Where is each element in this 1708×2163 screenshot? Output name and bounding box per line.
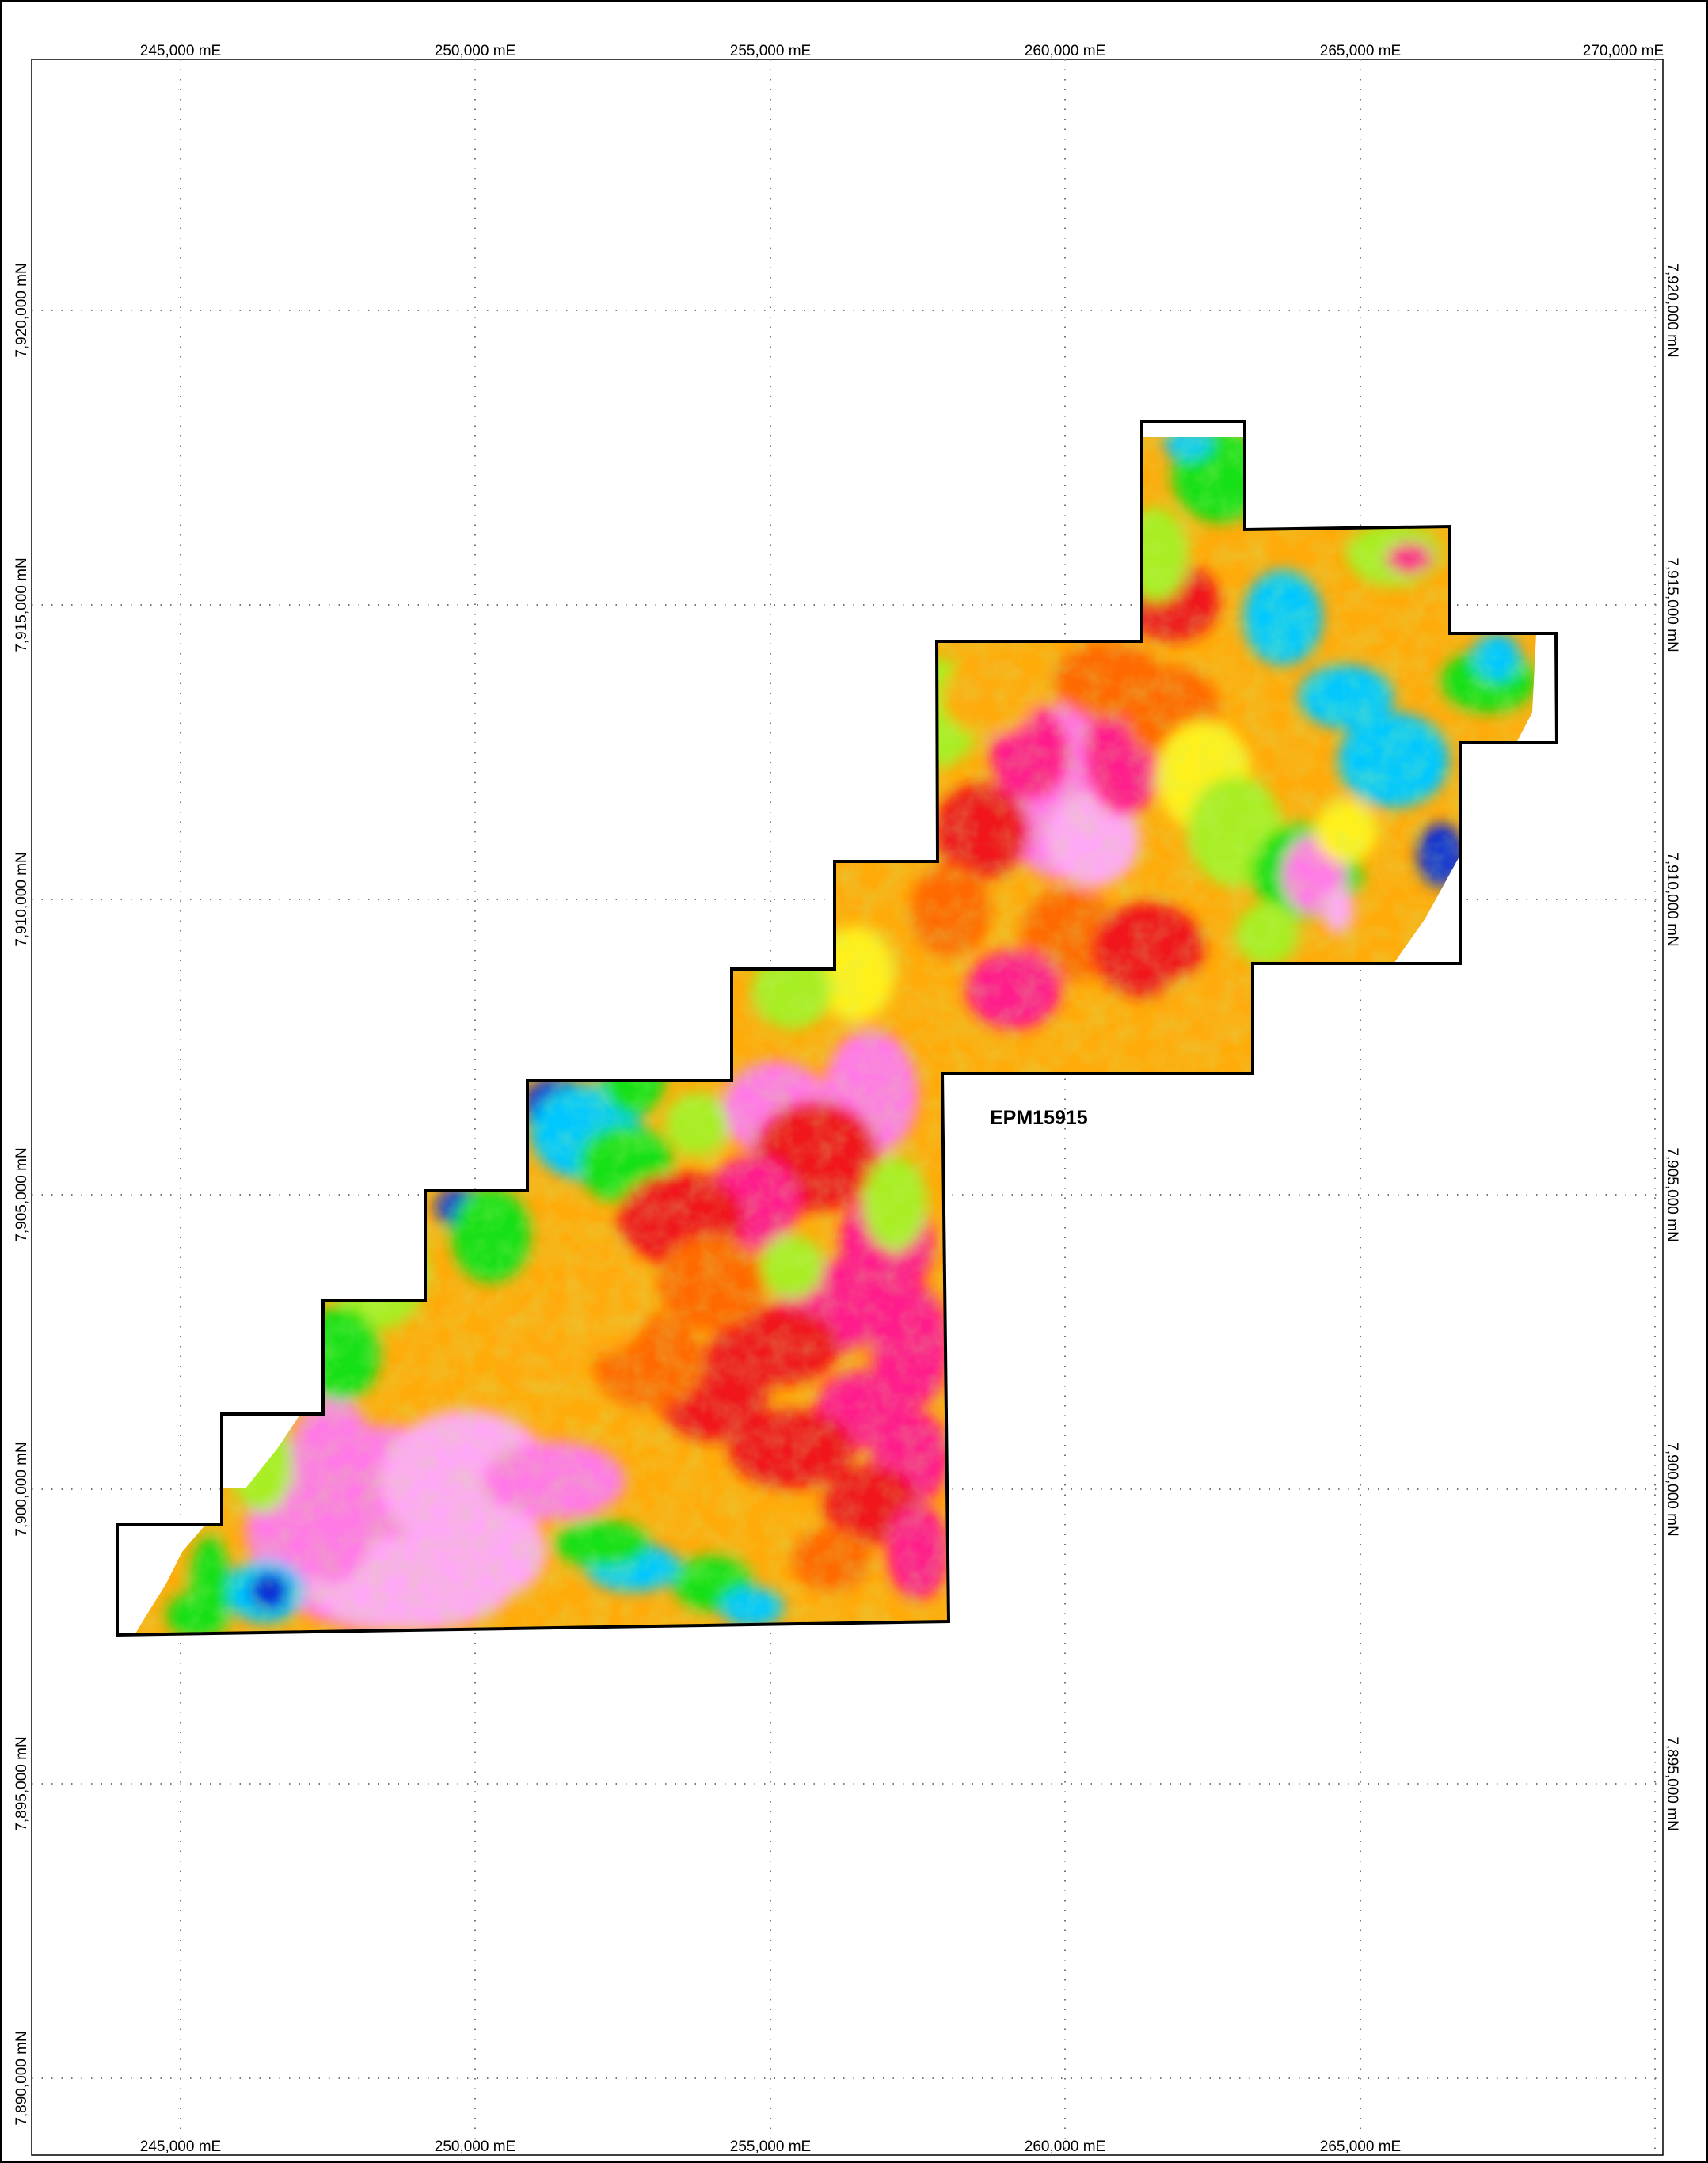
easting-label: 245,000 mE [140,43,221,59]
tenement-label: EPM15915 [990,1107,1088,1129]
northing-labels-right: 7,920,000 mN 7,915,000 mN 7,910,000 mN 7,90… [1664,263,1680,1830]
no-data-sw2 [222,1413,301,1488]
no-data-n [1142,421,1245,437]
northing-label: 7,895,000 mN [1664,1736,1680,1830]
easting-label: 255,000 mE [730,43,811,59]
northing-label: 7,900,000 mN [1664,1442,1680,1536]
easting-label: 265,000 mE [1320,43,1401,59]
northing-label: 7,915,000 mN [13,557,30,652]
easting-label: 260,000 mE [1025,43,1105,59]
no-data-sw [117,1524,206,1635]
easting-labels-top: 245,000 mE 250,000 mE 255,000 mE 260,000 mE… [140,43,1664,59]
easting-label: 245,000 mE [140,2138,221,2155]
no-data-e2 [1394,855,1460,964]
easting-label: 260,000 mE [1025,2138,1105,2155]
northing-label: 7,895,000 mN [13,1736,30,1830]
northing-label: 7,915,000 mN [1664,557,1680,652]
northing-label: 7,905,000 mN [13,1147,30,1241]
no-data-e [1516,633,1557,743]
easting-label: 250,000 mE [435,2138,515,2155]
easting-labels-bottom: 245,000 mE 250,000 mE 255,000 mE 260,000 mE… [140,2138,1401,2155]
northing-label: 7,910,000 mN [13,852,30,946]
easting-label: 270,000 mE [1583,43,1664,59]
northing-label: 7,900,000 mN [13,1442,30,1536]
northing-label: 7,910,000 mN [1664,852,1680,946]
northing-label: 7,920,000 mN [13,263,30,357]
easting-label: 265,000 mE [1320,2138,1401,2155]
northing-label: 7,920,000 mN [1664,263,1680,357]
northing-label: 7,905,000 mN [1664,1147,1680,1241]
northing-label: 7,890,000 mN [13,2031,30,2125]
tenement-boundary [116,420,1559,1637]
easting-label: 250,000 mE [435,43,515,59]
northing-labels-left: 7,920,000 mN 7,915,000 mN 7,910,000 mN 7,90… [13,263,30,2125]
easting-label: 255,000 mE [730,2138,811,2155]
